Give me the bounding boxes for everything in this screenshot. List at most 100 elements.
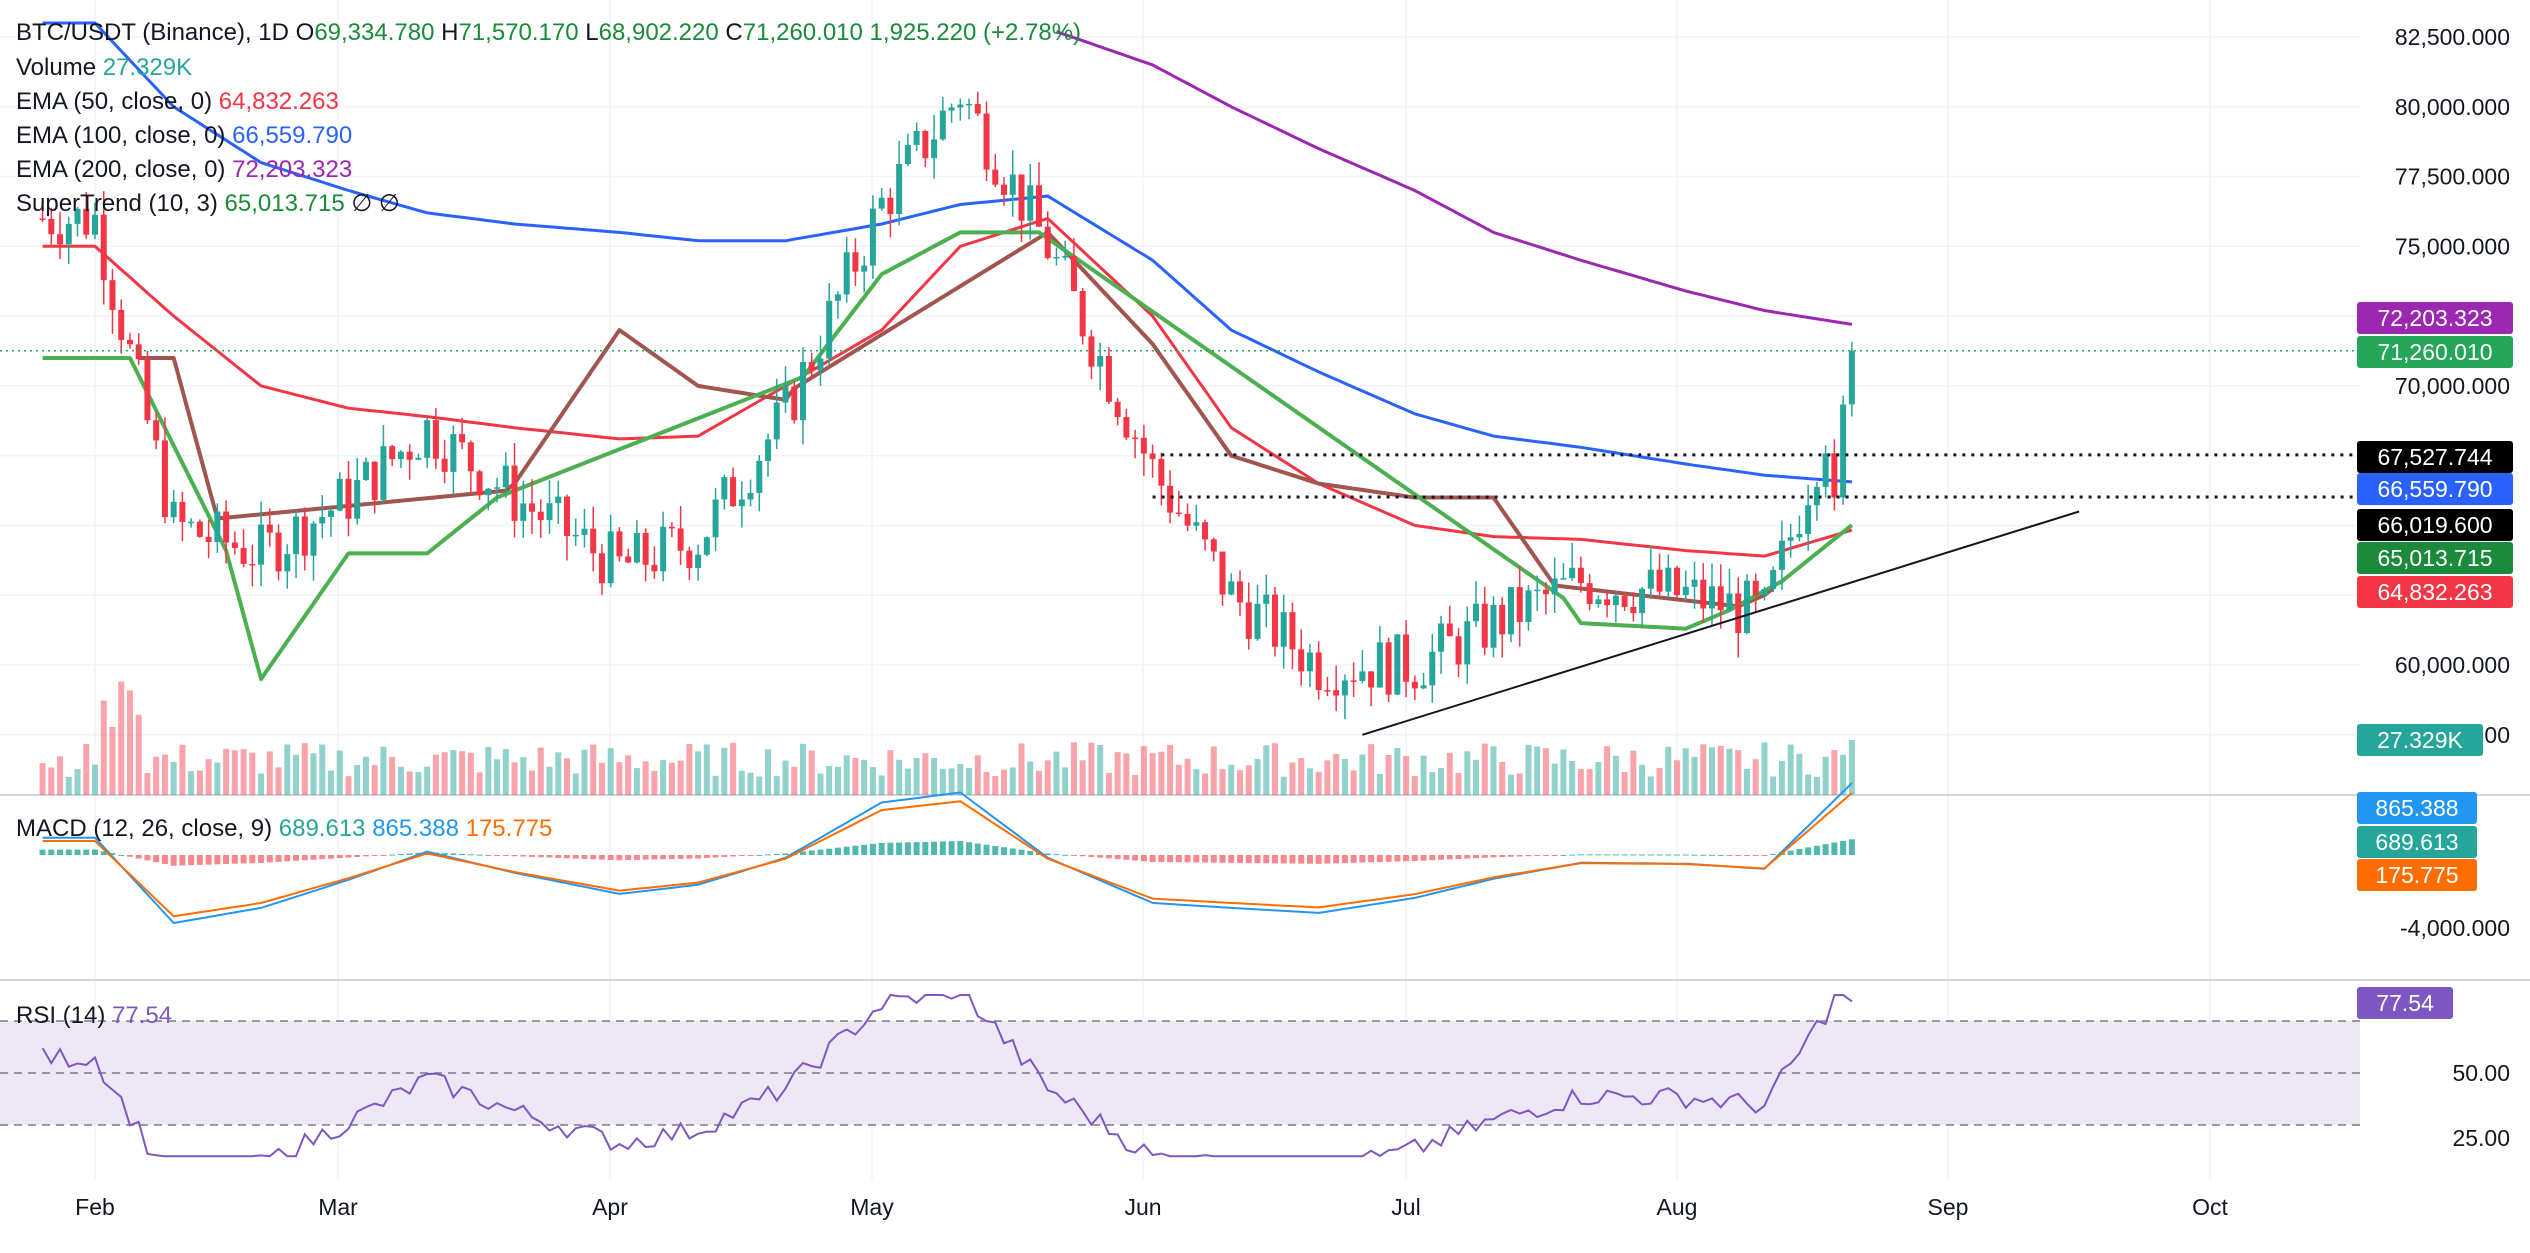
volume-bar [406, 771, 413, 795]
candle-body [782, 386, 789, 403]
legend-item: EMA (200, close, 0) 72,203.323 [16, 156, 352, 183]
volume-bar [1665, 746, 1672, 795]
macd-histogram-bar [1612, 854, 1619, 856]
candle-body [529, 503, 536, 512]
volume-bar [275, 767, 282, 795]
macd-histogram-bar [450, 853, 457, 855]
candle-body [1210, 539, 1217, 552]
candle-body [83, 208, 90, 235]
volume-bar [170, 761, 177, 795]
volume-bar [546, 766, 553, 795]
macd-histogram-bar [703, 855, 710, 859]
candle-body [424, 420, 431, 458]
macd-histogram-bar [1359, 855, 1366, 863]
volume-bar [83, 743, 90, 795]
trendline [1362, 510, 2080, 736]
volume-bar [1245, 765, 1252, 795]
macd-histogram-bar [922, 841, 929, 855]
candle-body [467, 442, 474, 472]
legend-value: 27.329K [103, 54, 192, 81]
candle-body [1132, 437, 1139, 440]
candle-body [843, 252, 850, 295]
price-tag: 66,019.600 [2357, 509, 2513, 541]
volume-bar [1577, 768, 1584, 795]
macd-histogram-bar [581, 855, 588, 859]
candle-body [1674, 567, 1681, 596]
legend-item: EMA (50, close, 0) 64,832.263 [16, 88, 339, 115]
volume-bar [1009, 767, 1016, 795]
macd-histogram-bar [441, 853, 448, 855]
macd-histogram-bar [188, 855, 195, 866]
macd-histogram-bar [939, 841, 946, 855]
macd-histogram-bar [1298, 855, 1305, 864]
macd-histogram-bar [1385, 855, 1392, 862]
volume-bar [1315, 771, 1322, 795]
price-tag-text: 66,019.600 [2377, 512, 2492, 538]
volume-bar [118, 681, 125, 795]
macd-histogram-bar [144, 855, 151, 861]
volume-bar [1289, 762, 1296, 795]
macd-histogram-bar [1560, 854, 1567, 856]
candle-body [572, 534, 579, 537]
candle-body [275, 532, 282, 572]
volume-bar [1691, 756, 1698, 795]
candle-body [319, 516, 326, 524]
candle-body [65, 223, 72, 245]
candle-body [826, 300, 833, 359]
macd-histogram-bar [231, 855, 238, 864]
macd-histogram-bar [1656, 854, 1663, 856]
price-tag-bg [2357, 441, 2513, 473]
volume-bar [607, 748, 614, 795]
macd-histogram-bar [904, 842, 911, 855]
candle-body [1604, 599, 1611, 606]
legend-label: Volume [16, 54, 103, 81]
macd-histogram-bar [1001, 847, 1008, 855]
volume-bar [1490, 746, 1497, 795]
macd-histogram-bar [1228, 855, 1235, 863]
macd-histogram-bar [1280, 855, 1287, 864]
macd-histogram-bar [1097, 855, 1104, 858]
time-axis-label: Mar [318, 1194, 358, 1220]
volume-bar [563, 758, 570, 795]
macd-histogram-bar [957, 841, 964, 855]
high-label: H [441, 19, 458, 46]
macd-signal-line [42, 792, 1853, 918]
volume-bar [1438, 767, 1445, 795]
volume-bar [1385, 755, 1392, 795]
macd-histogram-bar [345, 855, 352, 858]
macd-histogram-bar [1551, 855, 1558, 856]
candle-body [1167, 485, 1174, 513]
price-tag-bg [2357, 302, 2513, 334]
candle-body [1726, 593, 1733, 611]
legend-item: EMA (100, close, 0) 66,559.790 [16, 122, 352, 149]
volume-bar [389, 757, 396, 795]
candle-body [249, 563, 256, 566]
candle-body [686, 550, 693, 568]
candle-body [861, 265, 868, 272]
volume-bar [214, 762, 221, 795]
candle-body [284, 554, 291, 572]
legend-value: 64,832.263 [219, 88, 339, 115]
macd-histogram-bar [406, 853, 413, 855]
macd-histogram-bar [1490, 855, 1497, 858]
candle-body [161, 440, 168, 518]
candle-body [904, 144, 911, 165]
volume-bar [1376, 773, 1383, 795]
macd-legend: MACD (12, 26, close, 9) 689.613 865.388 … [16, 815, 552, 842]
macd-histogram-bar [1604, 854, 1611, 856]
macd-histogram-bar [83, 849, 90, 855]
macd-histogram-bar [1507, 855, 1514, 857]
candle-body [1709, 586, 1716, 609]
candle-body [1770, 569, 1777, 590]
volume-bar [808, 750, 815, 795]
candle-body [476, 471, 483, 496]
macd-histogram-bar [1333, 855, 1340, 864]
candle-body [354, 479, 361, 519]
candle-body [1569, 567, 1576, 579]
macd-histogram-bar [642, 855, 649, 860]
candle-body [1315, 652, 1322, 691]
volume-bar [1324, 760, 1331, 795]
volume-bar [266, 751, 273, 795]
